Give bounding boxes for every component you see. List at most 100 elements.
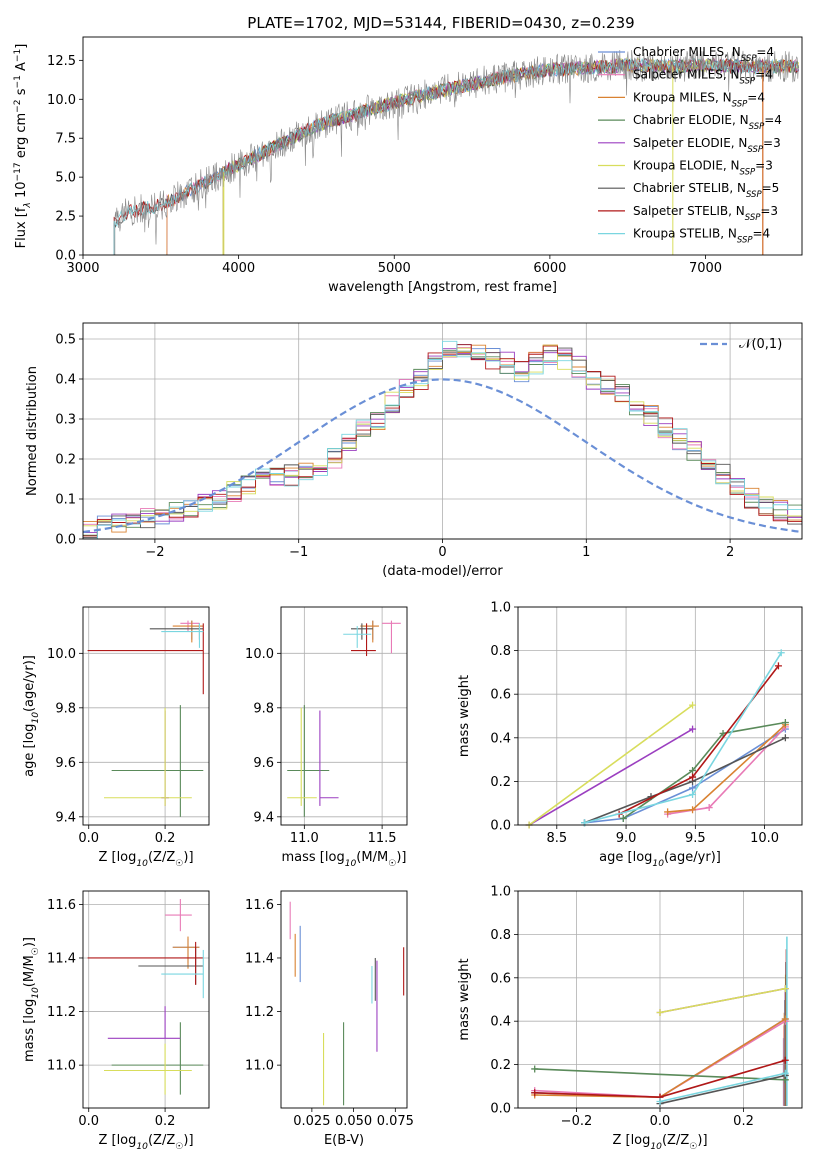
y-tick-label: 0.6 xyxy=(490,971,511,986)
y-tick-label: 1.0 xyxy=(490,601,511,616)
x-tick-label: 1 xyxy=(582,545,590,560)
x-axis-label: mass [log10(M/M☉)] xyxy=(282,850,407,869)
axes-frame xyxy=(280,890,408,1109)
y-tick-label: 11.6 xyxy=(47,898,76,913)
data-marker xyxy=(619,814,627,822)
data-marker xyxy=(531,1065,539,1073)
histogram-step-line xyxy=(83,344,802,539)
y-tick-label: 10.0 xyxy=(47,647,76,662)
x-tick-label: −1 xyxy=(289,545,308,560)
spectrum-legend: Chabrier MILES, NSSP=4 Salpeter MILES, NS… xyxy=(598,45,782,246)
y-axis-label: mass weight xyxy=(457,958,472,1040)
x-tick-label: 0.0 xyxy=(78,831,99,846)
y-tick-label: 0.4 xyxy=(490,731,511,746)
mass-weight-vs-Z-panel: −0.2 0.0 0.2 0.0 0.2 0.4 0.6 0.8 1.0 Z [log10(Z/Z… xyxy=(457,885,803,1152)
x-axis-label: age [log10(age/yr)] xyxy=(599,850,721,869)
y-tick-label: 0.4 xyxy=(490,1015,511,1030)
axes-frame xyxy=(82,322,803,540)
legend-entry: Kroupa ELODIE, NSSP=3 xyxy=(633,159,773,178)
y-tick-label: 0.1 xyxy=(55,493,76,508)
data-marker xyxy=(781,1015,789,1023)
x-tick-label: 0.2 xyxy=(155,831,176,846)
age-vs-mass-panel: 11.0 11.5 9.4 9.6 9.8 10.0 mass [log10(M/M☉)] xyxy=(245,606,408,869)
histogram-step-line xyxy=(83,348,802,533)
x-axis-label: E(B-V) xyxy=(324,1133,364,1148)
mass-weight-line xyxy=(528,704,694,825)
x-tick-label: 7000 xyxy=(689,261,722,276)
age-vs-Z-panel: 0.0 0.2 9.4 9.6 9.8 10.0 Z [log10(Z/Z☉)] age [l… xyxy=(22,606,210,869)
mass-weight-line xyxy=(622,721,786,820)
x-tick-label: 0.0 xyxy=(78,1114,99,1129)
x-tick-label: −2 xyxy=(145,545,164,560)
y-tick-label: 0.0 xyxy=(490,1102,511,1117)
mass-weight-line xyxy=(584,737,786,824)
errorbar-group xyxy=(289,901,405,1106)
mass-weight-line xyxy=(659,1072,786,1103)
mass-vs-Z-panel: 0.0 0.2 11.0 11.2 11.4 11.6 Z [log10(Z/Z☉)] mas… xyxy=(22,890,210,1152)
legend-entry: Chabrier ELODIE, NSSP=4 xyxy=(633,113,782,132)
y-tick-label: 0.0 xyxy=(55,533,76,548)
data-marker xyxy=(781,985,789,993)
x-tick-label: 2 xyxy=(726,545,734,560)
axes-frame xyxy=(517,606,803,826)
y-tick-label: 12.5 xyxy=(47,54,76,69)
x-tick-label: 6000 xyxy=(533,261,566,276)
y-tick-label: 7.5 xyxy=(55,132,76,147)
x-tick-label: 11.0 xyxy=(290,831,319,846)
data-marker xyxy=(656,1097,664,1105)
x-tick-label: 5000 xyxy=(378,261,411,276)
x-tick-label: −0.2 xyxy=(561,1114,593,1129)
legend-entry: Salpeter ELODIE, NSSP=3 xyxy=(633,136,781,155)
y-tick-label: 0.8 xyxy=(490,928,511,943)
mass-weight-line xyxy=(534,1068,786,1081)
errorbar-group xyxy=(287,620,401,817)
data-marker xyxy=(689,701,697,709)
legend-entry: Chabrier MILES, NSSP=4 xyxy=(633,45,774,64)
x-tick-label: 9.5 xyxy=(685,831,706,846)
data-marker xyxy=(664,808,672,816)
mass-weight-line xyxy=(618,665,780,815)
y-axis-label: Normed distribution xyxy=(25,366,40,496)
data-marker xyxy=(705,804,713,812)
y-tick-label: 11.4 xyxy=(47,951,76,966)
x-tick-label: 8.5 xyxy=(546,831,567,846)
mass-weight-line xyxy=(659,1074,786,1105)
model-spectrum-line xyxy=(222,57,800,255)
y-tick-label: 0.3 xyxy=(55,413,76,428)
y-axis-label: mass [log10(M/M☉)] xyxy=(22,937,41,1062)
data-marker xyxy=(774,662,782,670)
y-axis-label: mass weight xyxy=(457,675,472,757)
y-tick-label: 9.8 xyxy=(253,701,274,716)
observed-spectrum-line xyxy=(114,49,799,255)
y-tick-label: 9.6 xyxy=(253,756,274,771)
y-axis-label: Flux [fλ 10−17 erg cm−2 s−1 A−1] xyxy=(13,44,33,249)
data-marker xyxy=(689,773,697,781)
model-spectrum-line xyxy=(113,57,798,255)
errorbar-group xyxy=(87,899,204,1095)
y-tick-label: 1.0 xyxy=(490,885,511,900)
x-tick-label: 0.075 xyxy=(377,1114,414,1129)
histogram-step-line xyxy=(83,344,802,527)
figure-title: PLATE=1702, MJD=53144, FIBERID=0430, z=0… xyxy=(247,14,634,32)
y-tick-label: 9.6 xyxy=(55,756,76,771)
axes-frame xyxy=(280,606,408,826)
data-marker xyxy=(689,806,697,814)
data-marker xyxy=(689,767,697,774)
axes-frame xyxy=(82,36,803,256)
legend-entry: 𝒩(0,1) xyxy=(739,337,782,352)
data-marker xyxy=(781,1069,789,1077)
x-tick-label: 0.2 xyxy=(155,1114,176,1129)
y-axis-label: age [log10(age/yr)] xyxy=(22,655,41,777)
x-tick-label: 9.0 xyxy=(616,831,637,846)
legend-entry: Kroupa MILES, NSSP=4 xyxy=(633,90,765,109)
y-tick-label: 11.2 xyxy=(245,1005,274,1020)
y-tick-label: 11.0 xyxy=(47,1059,76,1074)
y-tick-label: 9.4 xyxy=(55,810,76,825)
y-tick-label: 0.2 xyxy=(490,775,511,790)
x-tick-label: 3000 xyxy=(66,261,99,276)
x-tick-label: 11.5 xyxy=(368,831,397,846)
x-axis-label: Z [log10(Z/Z☉)] xyxy=(98,1133,193,1152)
y-tick-label: 0.0 xyxy=(490,819,511,834)
x-tick-label: 0.2 xyxy=(733,1114,754,1129)
x-tick-label: 4000 xyxy=(222,261,255,276)
